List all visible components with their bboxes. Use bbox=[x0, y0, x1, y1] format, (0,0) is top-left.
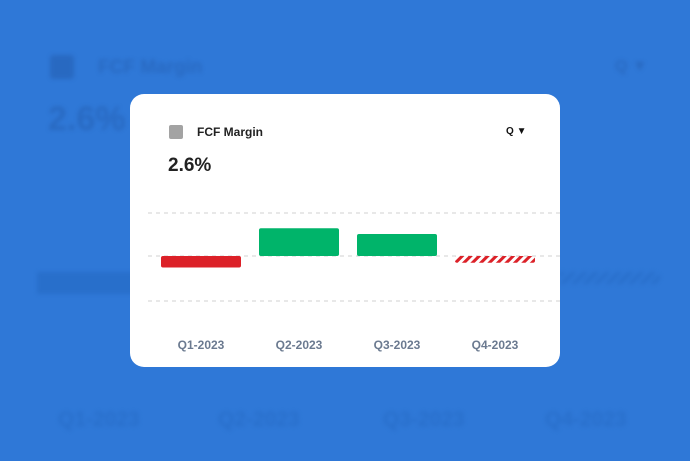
period-label: Q bbox=[506, 126, 514, 137]
caret-down-icon: ▼ bbox=[516, 126, 527, 137]
chart-title: FCF Margin bbox=[197, 125, 263, 139]
bg-x-label: Q4-2023 bbox=[545, 408, 627, 431]
x-tick-label: Q4-2023 bbox=[472, 338, 519, 352]
bg-hatch bbox=[560, 272, 660, 284]
bg-bar bbox=[37, 272, 137, 294]
bar-Q1-2023[interactable] bbox=[161, 256, 241, 268]
x-tick-label: Q1-2023 bbox=[178, 338, 225, 352]
bg-legend-square bbox=[50, 55, 74, 79]
bg-title: FCF Margin bbox=[98, 57, 203, 78]
metric-card: FCF Margin 2.6% Q ▼ Q1-2023 Q2-2023 Q3-202… bbox=[130, 94, 560, 367]
x-tick-label: Q2-2023 bbox=[276, 338, 323, 352]
bar-Q3-2023[interactable] bbox=[357, 234, 437, 256]
bg-x-label: Q2-2023 bbox=[218, 408, 300, 431]
legend-square bbox=[169, 125, 183, 139]
bar-Q2-2023[interactable] bbox=[259, 228, 339, 256]
period-selector[interactable]: Q ▼ bbox=[506, 126, 526, 137]
bar-Q4-2023[interactable] bbox=[455, 256, 535, 263]
x-tick-label: Q3-2023 bbox=[374, 338, 421, 352]
bg-value: 2.6% bbox=[48, 100, 126, 138]
bar-chart: Q1-2023 Q2-2023 Q3-2023 Q4-2023 bbox=[148, 212, 560, 352]
metric-value: 2.6% bbox=[168, 155, 212, 176]
bg-x-label: Q1-2023 bbox=[58, 408, 140, 431]
bg-x-label: Q3-2023 bbox=[383, 408, 465, 431]
bg-period: Q ▼ bbox=[615, 58, 648, 75]
